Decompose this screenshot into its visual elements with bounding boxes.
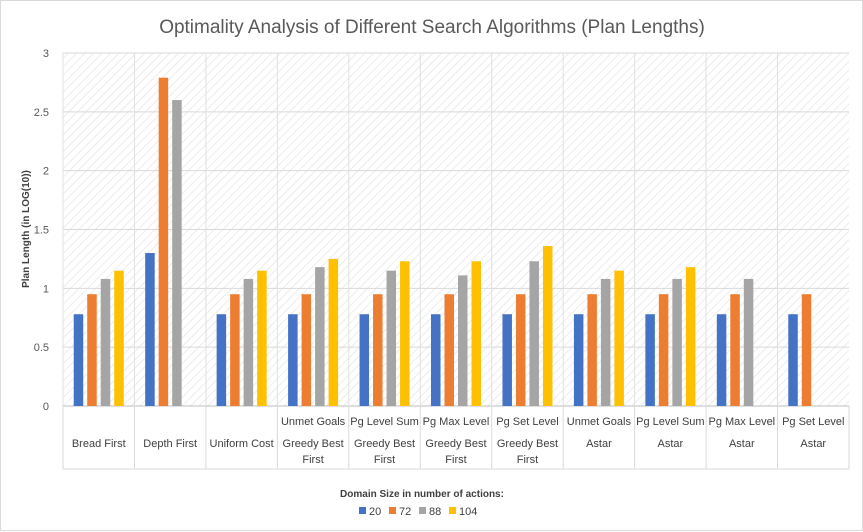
x-tick-label: First: [374, 454, 395, 466]
x-tick-label: Uniform Cost: [210, 438, 274, 450]
legend-swatch: [419, 507, 426, 514]
bar-series-72: [801, 294, 812, 406]
bar-series-20: [359, 314, 370, 406]
x-tick-label: Astar: [586, 438, 612, 450]
x-tick-label: Greedy Best: [497, 438, 558, 450]
x-tick-label: Greedy Best: [425, 438, 486, 450]
bar-series-104: [471, 261, 481, 406]
bar-series-72: [230, 294, 240, 406]
y-axis-label: Plan Length (in LOG(10)): [21, 170, 32, 288]
bar-series-88: [743, 278, 754, 406]
x-tick-label: Depth First: [143, 438, 197, 450]
x-tick-label: Astar: [800, 438, 826, 450]
bar-series-104: [328, 258, 339, 406]
x-tick-label: Greedy Best: [354, 438, 415, 450]
x-tick-label: Pg Max Level: [423, 416, 490, 428]
bar-series-104: [114, 270, 124, 406]
y-tick-label: 2.5: [34, 107, 49, 119]
x-tick-label: Greedy Best: [283, 438, 344, 450]
bar-series-88: [243, 278, 254, 406]
y-tick-label: 0: [43, 401, 49, 413]
x-tick-label: Astar: [729, 438, 755, 450]
y-tick-label: 0.5: [34, 342, 49, 354]
legend-entry: 20: [369, 506, 381, 518]
chart-title: Optimality Analysis of Different Search …: [159, 17, 705, 38]
x-tick-label: First: [445, 454, 466, 466]
bar-series-88: [672, 278, 682, 406]
y-tick-label: 1.5: [34, 225, 49, 237]
bar-series-104: [614, 270, 624, 406]
bar-series-20: [645, 314, 655, 406]
legend-entry: 88: [429, 506, 441, 518]
bar-series-72: [158, 77, 169, 407]
x-tick-label: First: [302, 454, 323, 466]
bar-series-104: [685, 267, 696, 406]
legend-swatch: [389, 507, 396, 514]
bar-series-104: [542, 245, 553, 406]
bar-series-88: [386, 270, 397, 406]
bar-series-88: [315, 267, 325, 406]
legend-swatch: [359, 507, 366, 514]
bar-series-88: [172, 100, 182, 407]
legend: 20 72 88 104: [359, 506, 477, 518]
bar-series-104: [400, 261, 410, 406]
bar-series-20: [716, 314, 727, 406]
legend-entry: 72: [399, 506, 411, 518]
x-tick-label: Pg Level Sum: [636, 416, 704, 428]
bar-series-88: [529, 261, 539, 406]
x-tick-label: Unmet Goals: [281, 416, 346, 428]
x-tick-label: Astar: [658, 438, 684, 450]
bar-series-88: [100, 278, 111, 406]
bar-series-72: [444, 294, 454, 406]
y-tick-label: 1: [43, 283, 49, 295]
legend-entry: 104: [459, 506, 477, 518]
bar-series-20: [145, 253, 155, 406]
legend-swatch: [449, 507, 456, 514]
y-tick-label: 3: [43, 48, 49, 60]
bar-series-72: [730, 294, 740, 406]
bar-series-72: [587, 294, 597, 406]
x-tick-label: Pg Set Level: [496, 416, 558, 428]
bar-series-20: [288, 314, 298, 406]
bar-series-20: [431, 314, 441, 406]
bar-series-72: [301, 294, 312, 406]
y-tick-label: 2: [43, 166, 49, 178]
bar-series-88: [458, 275, 468, 406]
bar-series-20: [788, 314, 798, 406]
legend-title: Domain Size in number of actions:: [340, 489, 504, 500]
x-tick-label: First: [517, 454, 538, 466]
bar-series-72: [658, 294, 669, 406]
bar-series-88: [600, 278, 611, 406]
bar-series-20: [73, 314, 84, 406]
x-tick-label: Unmet Goals: [567, 416, 632, 428]
bar-series-20: [502, 314, 512, 406]
bar-series-20: [216, 314, 227, 406]
bar-series-72: [515, 294, 526, 406]
bar-series-72: [373, 294, 383, 406]
x-tick-label: Pg Max Level: [708, 416, 775, 428]
bar-series-72: [87, 294, 97, 406]
bar-series-20: [573, 314, 584, 406]
x-tick-label: Bread First: [72, 438, 126, 450]
x-tick-label: Pg Level Sum: [350, 416, 418, 428]
bar-series-104: [257, 270, 267, 406]
x-tick-label: Pg Set Level: [782, 416, 844, 428]
